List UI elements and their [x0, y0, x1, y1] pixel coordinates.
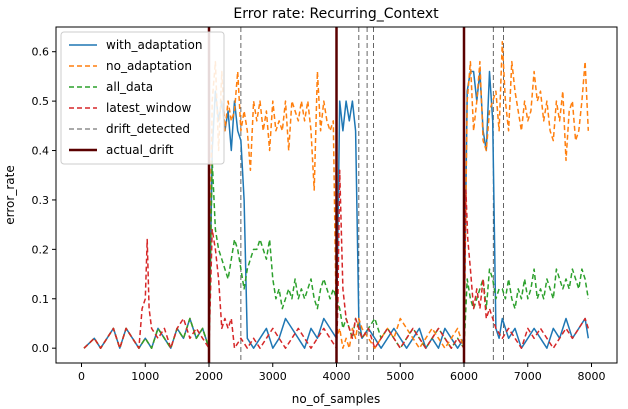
series-line-no_adaptation: [83, 41, 590, 349]
x-axis-label: no_of_samples: [292, 392, 380, 406]
legend-label-with_adaptation: with_adaptation: [106, 38, 202, 52]
legend-box: [60, 31, 225, 165]
legend-label-actual_drift: actual_drift: [106, 143, 174, 157]
chart-title: Error rate: Recurring_Context: [233, 6, 439, 22]
y-tick-label: 0.6: [32, 46, 50, 59]
legend-label-latest_window: latest_window: [106, 101, 191, 115]
x-tick-label: 3000: [259, 370, 287, 383]
x-tick-label: 1000: [131, 370, 159, 383]
legend-label-no_adaptation: no_adaptation: [106, 59, 192, 73]
axes: 0 1000 2000 3000 4000 5000 6000 7000 8000 0.0 0.1 0…: [32, 26, 618, 383]
x-tick-label: 8000: [578, 370, 606, 383]
y-axis-label: error_rate: [3, 165, 17, 224]
y-tick-label: 0.5: [32, 95, 50, 108]
x-tick-label: 4000: [323, 370, 351, 383]
x-tick-label: 0: [78, 370, 85, 383]
x-tick-label: 7000: [514, 370, 542, 383]
series-line-all_data: [83, 159, 590, 349]
y-tick-label: 0.2: [32, 243, 50, 256]
legend-label-drift_detected: drift_detected: [106, 122, 190, 136]
x-tick-label: 6000: [450, 370, 478, 383]
y-tick-label: 0.0: [32, 342, 50, 355]
y-tick-label: 0.4: [32, 145, 50, 158]
series-line-latest_window: [83, 169, 590, 349]
y-tick-label: 0.3: [32, 194, 50, 207]
x-tick-label: 5000: [386, 370, 414, 383]
plot-lines: [83, 27, 590, 363]
legend: with_adaptation no_adaptation all_datalate…: [60, 31, 225, 165]
x-tick-label: 2000: [195, 370, 223, 383]
legend-label-all_data: all_data: [106, 80, 153, 94]
y-tick-label: 0.1: [32, 293, 50, 306]
